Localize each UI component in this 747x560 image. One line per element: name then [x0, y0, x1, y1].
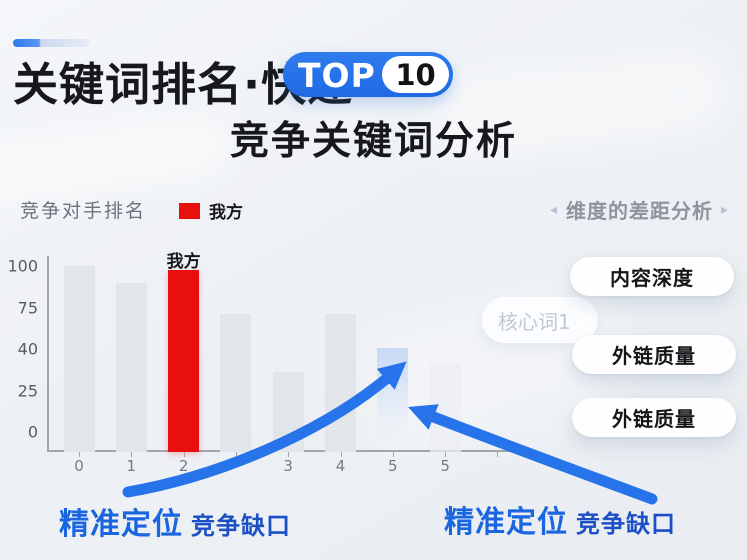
side-panel-title: 维度的差距分析	[566, 199, 714, 223]
our-bar-label: 我方	[166, 252, 201, 272]
x-axis-arrow-icon	[523, 446, 532, 456]
x-tick-label: 5	[440, 457, 450, 475]
progress-bar-decoration	[13, 39, 90, 47]
x-tick-label: 0	[74, 457, 84, 475]
caption-right-strong: 精准定位	[444, 505, 568, 540]
legend-label: 我方	[209, 203, 243, 223]
x-tick	[79, 452, 80, 457]
x-tick-label: 1	[126, 457, 137, 475]
bar-our-side	[168, 270, 200, 452]
badge-number: 10	[382, 56, 449, 93]
chart-title: 竞争对手排名	[20, 200, 147, 222]
x-tick-label: 3	[283, 457, 293, 475]
y-tick-label: 75	[17, 298, 38, 317]
caption-left-strong: 精准定位	[59, 507, 183, 542]
y-tick-label: 0	[27, 422, 38, 442]
x-tick-label: 4	[335, 457, 346, 475]
y-axis	[47, 256, 49, 452]
caption-right: 精准定位 竞争缺口	[444, 497, 676, 541]
top10-badge: TOP 10	[283, 52, 453, 97]
x-tick-label: 5	[388, 457, 398, 475]
bar-competitor	[377, 348, 409, 452]
caption-left: 精准定位 竞争缺口	[59, 499, 291, 543]
page-subtitle: 竞争关键词分析	[229, 119, 517, 164]
x-tick	[497, 452, 498, 457]
legend-swatch-red	[179, 202, 200, 219]
chevron-left-icon: ◂	[550, 201, 559, 218]
dimension-pill-content-depth[interactable]: 内容深度	[570, 257, 734, 296]
caption-right-rest: 竞争缺口	[576, 510, 676, 538]
caption-left-rest: 竞争缺口	[191, 512, 291, 540]
x-tick	[235, 452, 237, 457]
dimension-pill-backlink-quality-1[interactable]: 外链质量	[572, 335, 736, 374]
bar-competitor	[63, 266, 95, 452]
chevron-right-icon: ▸	[721, 201, 730, 218]
x-tick-label: 2	[178, 457, 189, 475]
y-tick-label: 100	[7, 256, 38, 276]
bar-competitor	[115, 283, 147, 452]
bar-competitor	[272, 372, 304, 452]
y-tick-label: 25	[17, 381, 38, 400]
chart-legend: 我方	[179, 198, 243, 223]
y-tick-label: 40	[17, 339, 38, 359]
side-panel-header: ◂ 维度的差距分析 ▸	[550, 195, 729, 224]
core-word-watermark: 核心词1	[482, 297, 598, 343]
dimension-pill-backlink-quality-2[interactable]: 外链质量	[572, 398, 736, 437]
bar-competitor	[429, 363, 461, 452]
bar-competitor	[325, 314, 356, 452]
badge-top-label: TOP	[298, 56, 376, 95]
watermark-label: 核心词1	[498, 309, 571, 334]
bar-competitor	[220, 314, 252, 452]
